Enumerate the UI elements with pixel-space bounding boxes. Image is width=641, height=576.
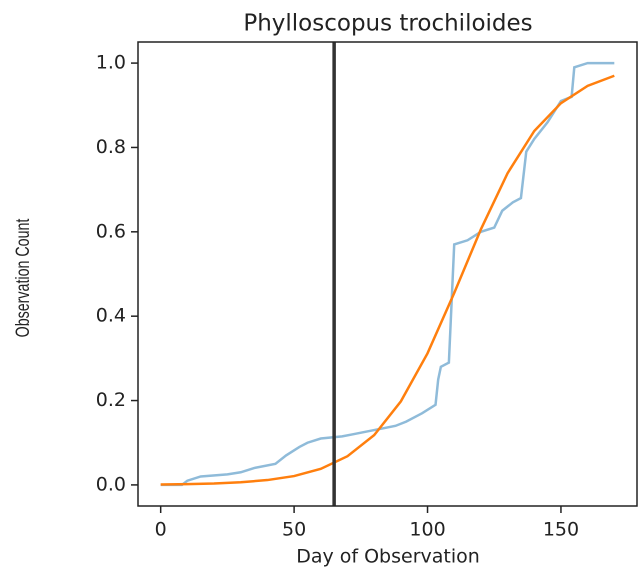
x-tick-label: 100 [409,519,445,541]
y-tick-label: 0.0 [96,473,126,495]
y-tick-label: 0.2 [96,389,126,411]
y-tick-label: 0.4 [96,305,126,327]
y-tick-label: 1.0 [96,52,126,74]
chart-title: Phylloscopus trochiloides [243,11,532,37]
x-tick-label: 150 [543,519,579,541]
y-tick-label: 0.8 [96,136,126,158]
plot-frame [137,41,638,507]
series-line [160,74,615,486]
y-axis-label: Observation Count [12,218,33,337]
x-axis-label: Day of Observation [296,546,480,568]
x-tick-label: 50 [282,519,306,541]
x-tick-label: 0 [155,519,167,541]
series-line [160,61,615,487]
y-tick-label: 0.6 [96,220,126,242]
